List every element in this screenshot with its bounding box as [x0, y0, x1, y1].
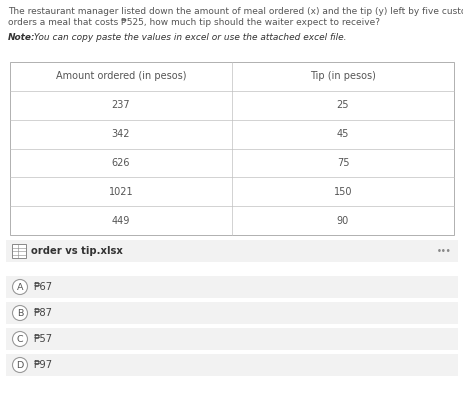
Text: Note:: Note: — [8, 33, 36, 42]
Bar — [6, 328, 457, 350]
Text: 1021: 1021 — [108, 187, 133, 197]
Text: You can copy paste the values in excel or use the attached excel file.: You can copy paste the values in excel o… — [31, 33, 346, 42]
Text: ₱67: ₱67 — [34, 282, 53, 292]
Circle shape — [13, 280, 27, 295]
Text: The restaurant manager listed down the amount of meal ordered (x) and the tip (y: The restaurant manager listed down the a… — [8, 7, 463, 16]
Bar — [6, 354, 457, 376]
Bar — [10, 62, 453, 235]
Text: ₱87: ₱87 — [34, 308, 53, 318]
Text: Amount ordered (in pesos): Amount ordered (in pesos) — [56, 71, 186, 81]
Text: 75: 75 — [336, 158, 349, 168]
Text: 25: 25 — [336, 100, 349, 110]
Text: ₱57: ₱57 — [34, 334, 53, 344]
Text: D: D — [16, 361, 24, 370]
Circle shape — [13, 357, 27, 372]
Text: 90: 90 — [336, 216, 348, 226]
Text: 626: 626 — [112, 158, 130, 168]
Bar — [12, 244, 26, 258]
Text: •••: ••• — [437, 247, 451, 256]
Bar — [6, 240, 457, 262]
Text: ₱97: ₱97 — [34, 360, 53, 370]
Circle shape — [13, 332, 27, 347]
Text: A: A — [17, 283, 23, 291]
Text: orders a meal that costs ₱525, how much tip should the waiter expect to receive?: orders a meal that costs ₱525, how much … — [8, 18, 379, 27]
Text: C: C — [17, 334, 23, 343]
Bar — [6, 302, 457, 324]
Text: 237: 237 — [112, 100, 130, 110]
Text: 45: 45 — [336, 129, 349, 139]
Circle shape — [13, 305, 27, 320]
Text: 449: 449 — [112, 216, 130, 226]
Text: Tip (in pesos): Tip (in pesos) — [309, 71, 375, 81]
Text: 342: 342 — [112, 129, 130, 139]
Text: 150: 150 — [333, 187, 351, 197]
Text: B: B — [17, 309, 23, 318]
Bar — [6, 276, 457, 298]
Text: order vs tip.xlsx: order vs tip.xlsx — [31, 246, 123, 256]
